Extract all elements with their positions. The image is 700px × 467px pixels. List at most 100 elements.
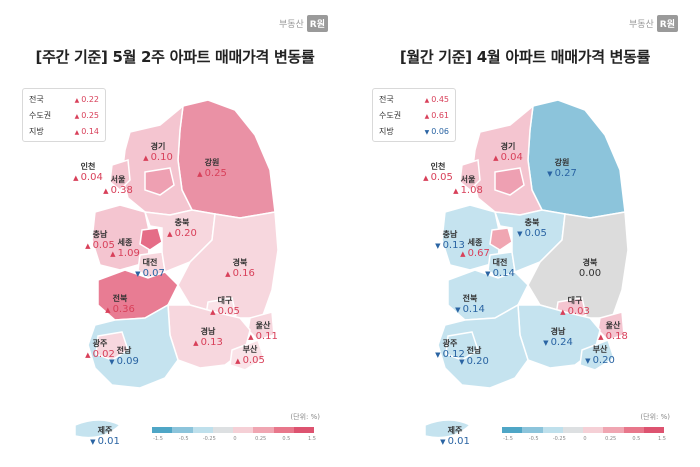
region-label: 충남 ▲ 0.05 bbox=[85, 230, 115, 252]
region-gwangju bbox=[95, 331, 129, 361]
color-scale bbox=[152, 427, 314, 433]
change-arrow-icon: ▲ bbox=[74, 97, 80, 104]
region-value: ▼ 0.14 bbox=[455, 304, 485, 316]
region-name: 광주 bbox=[442, 339, 458, 348]
region-label: 서울 ▲ 0.38 bbox=[103, 175, 133, 197]
scale-tick: -1.5 bbox=[503, 436, 513, 442]
logo-mark: R원 bbox=[306, 14, 328, 32]
region-sejong bbox=[489, 227, 513, 251]
region-number: 1.09 bbox=[117, 248, 140, 259]
scale-swatch bbox=[643, 427, 664, 433]
scale-tick: 0 bbox=[233, 436, 237, 442]
region-number: 0.04 bbox=[80, 172, 103, 183]
region-value: ▲ 0.05 bbox=[423, 172, 453, 184]
region-name: 경기 bbox=[150, 142, 166, 151]
region-jeju bbox=[424, 419, 472, 439]
region-value: ▲ 0.20 bbox=[167, 228, 197, 240]
scale-swatch bbox=[152, 427, 173, 433]
change-arrow-icon: ▲ bbox=[424, 113, 430, 120]
region-number: 0.16 bbox=[232, 268, 255, 279]
logo-mark: R원 bbox=[656, 14, 678, 32]
region-value: ▲ 0.18 bbox=[598, 331, 628, 343]
region-label: 경기 ▲ 0.04 bbox=[493, 142, 523, 164]
change-arrow-icon: ▲ bbox=[453, 187, 459, 195]
korea-map bbox=[424, 99, 629, 439]
region-label: 부산 ▼ 0.20 bbox=[585, 345, 615, 367]
region-jeju bbox=[74, 419, 122, 439]
region-number: 0.12 bbox=[442, 349, 465, 360]
scale-swatch bbox=[273, 427, 294, 433]
region-value: ▼ 0.13 bbox=[435, 240, 465, 252]
scale-swatch bbox=[172, 427, 193, 433]
region-number: 0.14 bbox=[462, 304, 485, 315]
region-incheon bbox=[109, 159, 131, 192]
change-arrow-icon: ▲ bbox=[598, 333, 604, 341]
scale-swatch bbox=[233, 427, 254, 433]
color-scale-ticks: -1.5 -0.5 -0.25 0 0.25 0.5 1.5 bbox=[500, 436, 670, 444]
map-title: [주간 기준] 5월 2주 아파트 매매가격 변동률 bbox=[35, 48, 315, 66]
region-label: 대구 ▲ 0.03 bbox=[560, 296, 590, 318]
scale-swatch bbox=[502, 427, 523, 433]
region-name: 세종 bbox=[117, 238, 133, 247]
change-arrow-icon: ▼ bbox=[543, 339, 549, 347]
legend-label: 수도권 bbox=[29, 111, 52, 120]
region-label: 경남 ▲ 0.13 bbox=[193, 327, 223, 349]
change-arrow-icon: ▲ bbox=[74, 113, 80, 120]
legend-row: 수도권 ▲ 0.25 bbox=[23, 109, 105, 123]
region-label: 대전 ▼ 0.07 bbox=[135, 258, 165, 280]
change-arrow-icon: ▲ bbox=[460, 250, 466, 258]
legend-number: 0.61 bbox=[431, 111, 449, 120]
region-value: ▼ 0.01 bbox=[440, 436, 470, 448]
legend-row: 수도권 ▲ 0.61 bbox=[373, 109, 455, 123]
region-number: 0.20 bbox=[174, 228, 197, 239]
change-arrow-icon: ▲ bbox=[110, 250, 116, 258]
change-arrow-icon: ▲ bbox=[74, 129, 80, 136]
scale-swatch bbox=[562, 427, 583, 433]
region-name: 충남 bbox=[92, 230, 108, 239]
legend-value: ▲ 0.25 bbox=[75, 109, 99, 123]
logo: 부동산 R원 bbox=[629, 14, 678, 32]
summary-legend: 전국 ▲ 0.22 수도권 ▲ 0.25 지방 ▲ 0.14 bbox=[22, 88, 106, 142]
change-arrow-icon: ▼ bbox=[424, 129, 430, 136]
region-name: 대구 bbox=[217, 296, 233, 305]
scale-tick: 0.5 bbox=[282, 436, 291, 442]
region-jeonbuk bbox=[447, 269, 529, 321]
region-name: 전북 bbox=[112, 294, 128, 303]
region-value: ▼ 0.07 bbox=[135, 268, 165, 280]
change-arrow-icon: ▲ bbox=[424, 97, 430, 104]
change-arrow-icon: ▲ bbox=[248, 333, 254, 341]
change-arrow-icon: ▲ bbox=[210, 308, 216, 316]
unit-label: (단위: %) bbox=[640, 413, 670, 421]
scale-swatch bbox=[542, 427, 563, 433]
scale-tick: 0.5 bbox=[632, 436, 641, 442]
region-value: ▼ 0.14 bbox=[485, 268, 515, 280]
region-seoul bbox=[494, 167, 525, 196]
region-number: 0.38 bbox=[110, 185, 133, 196]
legend-value: ▼ 0.06 bbox=[425, 125, 449, 139]
scale-tick: -0.5 bbox=[178, 436, 189, 442]
region-number: 0.25 bbox=[204, 168, 227, 179]
change-arrow-icon: ▼ bbox=[517, 230, 523, 238]
region-number: 0.01 bbox=[97, 436, 120, 447]
region-name: 부산 bbox=[242, 345, 258, 354]
region-label: 강원 ▲ 0.25 bbox=[197, 158, 227, 180]
legend-value: ▲ 0.45 bbox=[425, 93, 449, 107]
region-seoul bbox=[144, 167, 175, 196]
region-name: 울산 bbox=[255, 321, 271, 330]
scale-tick: -0.5 bbox=[528, 436, 539, 442]
region-value: ▼ 0.24 bbox=[543, 337, 573, 349]
region-number: 0.36 bbox=[112, 304, 135, 315]
region-incheon bbox=[459, 159, 481, 192]
region-name: 서울 bbox=[110, 175, 126, 184]
scale-swatch bbox=[253, 427, 274, 433]
scale-tick: 1.5 bbox=[308, 436, 316, 442]
logo: 부동산 R원 bbox=[279, 14, 328, 32]
region-value: ▲ 0.05 bbox=[235, 355, 265, 367]
legend-row: 전국 ▲ 0.22 bbox=[23, 93, 105, 107]
change-arrow-icon: ▲ bbox=[143, 154, 149, 162]
region-value: ▼ 0.01 bbox=[90, 436, 120, 448]
region-value: ▲ 1.09 bbox=[110, 248, 140, 260]
legend-number: 0.45 bbox=[431, 95, 449, 104]
region-label: 전남 ▼ 0.20 bbox=[459, 346, 489, 368]
region-jeonbuk bbox=[97, 269, 179, 321]
